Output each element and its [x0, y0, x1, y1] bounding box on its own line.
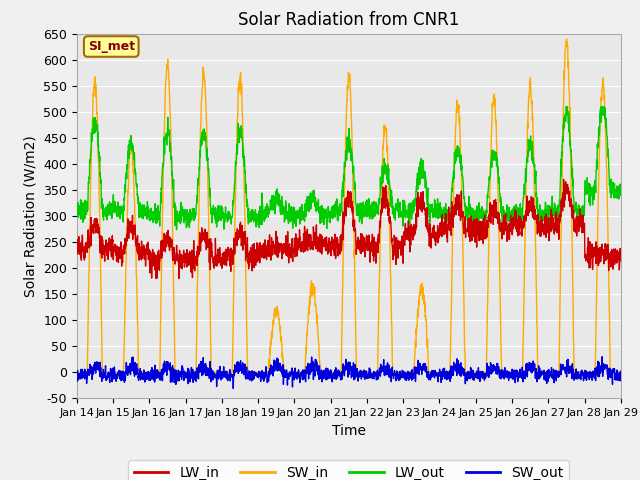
- SW_out: [73, 374, 81, 380]
- SW_in: [569, 287, 577, 293]
- LW_out: [225, 216, 232, 222]
- LW_out: [376, 174, 384, 180]
- LW_out: [617, 189, 625, 194]
- SW_in: [365, 370, 372, 375]
- Text: SI_met: SI_met: [88, 40, 135, 53]
- SW_out: [507, 375, 515, 381]
- SW_out: [225, 374, 232, 380]
- LW_out: [173, 227, 180, 233]
- LW_in: [560, 177, 568, 182]
- Line: LW_out: LW_out: [77, 107, 621, 230]
- LW_in: [584, 235, 592, 240]
- SW_in: [73, 370, 81, 375]
- SW_out: [376, 373, 384, 379]
- LW_in: [617, 251, 625, 256]
- Line: LW_in: LW_in: [77, 180, 621, 278]
- Y-axis label: Solar Radiation (W/m2): Solar Radiation (W/m2): [24, 135, 38, 297]
- LW_out: [507, 215, 515, 221]
- Line: SW_in: SW_in: [77, 39, 621, 372]
- SW_in: [563, 36, 570, 42]
- Legend: LW_in, SW_in, LW_out, SW_out: LW_in, SW_in, LW_out, SW_out: [128, 460, 570, 480]
- SW_out: [617, 368, 625, 374]
- SW_out: [365, 370, 372, 376]
- Title: Solar Radiation from CNR1: Solar Radiation from CNR1: [238, 11, 460, 29]
- LW_out: [584, 185, 592, 191]
- SW_out: [584, 374, 592, 380]
- LW_in: [376, 220, 384, 226]
- LW_in: [365, 247, 372, 253]
- X-axis label: Time: Time: [332, 424, 366, 438]
- LW_in: [570, 216, 577, 222]
- SW_in: [507, 370, 515, 375]
- Line: SW_out: SW_out: [77, 357, 621, 388]
- LW_out: [73, 214, 81, 219]
- LW_out: [563, 104, 570, 109]
- SW_in: [617, 370, 625, 375]
- LW_in: [225, 246, 232, 252]
- SW_in: [584, 370, 592, 375]
- SW_out: [598, 354, 606, 360]
- LW_out: [570, 191, 577, 197]
- SW_in: [376, 241, 384, 247]
- LW_in: [73, 244, 81, 250]
- LW_in: [507, 228, 515, 234]
- SW_out: [569, 368, 577, 373]
- SW_in: [225, 370, 232, 375]
- LW_in: [175, 276, 182, 281]
- LW_out: [365, 202, 372, 208]
- SW_out: [229, 385, 237, 391]
